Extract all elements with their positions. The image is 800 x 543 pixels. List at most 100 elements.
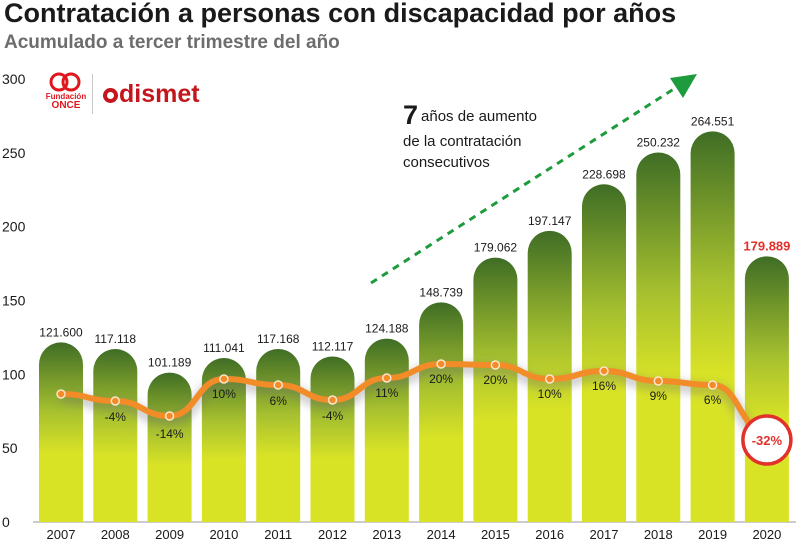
y-tick-label: 200 <box>2 219 26 235</box>
bar <box>256 348 301 522</box>
y-tick-label: 300 <box>2 71 26 87</box>
growth-label: 10% <box>538 387 562 401</box>
x-axis: 2007 2008 2009 2010 2011 2012 2013 2014 2015 2016… <box>47 527 782 542</box>
x-tick-label: 2010 <box>209 527 238 542</box>
annotation-line1-text: años de aumento <box>421 108 537 125</box>
bar-value-label: 197.147 <box>528 214 572 228</box>
growth-point <box>436 359 446 369</box>
x-tick-label: 2008 <box>101 527 130 542</box>
growth-point <box>273 380 283 390</box>
bar-value-label: 101.189 <box>148 356 192 370</box>
highlight-circle <box>741 414 793 466</box>
growth-point <box>382 373 392 383</box>
x-tick-label: 2015 <box>481 527 510 542</box>
growth-label: -4% <box>322 409 344 423</box>
chart-title: Contratación a personas con discapacidad… <box>4 0 677 28</box>
annotation-line1: 7 años de aumento <box>403 100 537 131</box>
once-ring-left-icon <box>49 72 69 92</box>
growth-point <box>544 374 555 384</box>
bar-value-label: 250.232 <box>637 135 681 149</box>
y-axis: 0 50 100 150 200 250 300 <box>2 71 796 530</box>
bars <box>39 131 789 523</box>
growth-point <box>56 389 66 399</box>
bar <box>39 342 83 522</box>
annotation-line3: consecutivos <box>403 154 490 171</box>
once-line2: ONCE <box>51 100 81 111</box>
x-tick-label: 2009 <box>155 527 184 542</box>
growth-point <box>599 366 609 376</box>
logo-divider <box>92 74 93 114</box>
growth-label: 9% <box>650 389 668 403</box>
growth-label: 20% <box>429 372 453 386</box>
x-tick-label: 2012 <box>318 527 347 542</box>
x-tick-label: 2019 <box>698 527 727 542</box>
annotation-number: 7 <box>403 100 419 130</box>
annotation-line2: de la contratación <box>403 133 522 150</box>
arrow-head-icon <box>670 74 697 98</box>
growth-label: 20% <box>483 373 507 387</box>
growth-point <box>490 360 501 370</box>
growth-label: 6% <box>270 394 288 408</box>
growth-point <box>327 395 338 405</box>
x-tick-label: 2020 <box>752 527 781 542</box>
bar-value-label: 179.062 <box>474 241 518 255</box>
bar <box>744 256 789 522</box>
fundacion-once-logo-mark <box>49 72 81 92</box>
y-tick-label: 100 <box>2 366 26 382</box>
bar-value-label: 112.117 <box>312 339 354 353</box>
x-tick-label: 2017 <box>590 527 619 542</box>
bar-value-label: 117.118 <box>94 332 136 346</box>
bar-value-label: 264.551 <box>691 114 735 128</box>
x-tick-label: 2016 <box>535 527 564 542</box>
bar <box>364 338 409 522</box>
bar-value-label: 179.889 <box>743 238 790 253</box>
fundacion-once-logo-text: Fundación ONCE <box>40 92 92 111</box>
bar-value-label: 117.168 <box>257 332 300 346</box>
growth-point <box>164 411 175 421</box>
growth-point <box>707 380 718 390</box>
arrow-line <box>370 83 681 285</box>
chart-subtitle: Acumulado a tercer trimestre del año <box>4 32 340 53</box>
growth-arrow <box>370 74 697 285</box>
growth-point <box>219 374 229 384</box>
bar <box>419 302 464 522</box>
bar <box>473 257 518 522</box>
growth-line: -4% -14% 10% 6% -4% 11% 20% 20% 10% 16% 9% 6% -32% <box>56 359 793 466</box>
growth-point <box>110 396 121 406</box>
once-ring-right-icon <box>61 72 81 92</box>
x-tick-label: 2014 <box>427 527 456 542</box>
dismet-logo-text: dismet <box>119 80 200 108</box>
value-labels: 121.600 117.118 101.189 111.041 117.168 112.1… <box>39 114 790 369</box>
x-tick-label: 2013 <box>372 527 401 542</box>
growth-label: -14% <box>156 427 184 441</box>
y-tick-label: 150 <box>2 293 26 309</box>
growth-label-highlight: -32% <box>752 433 783 448</box>
y-tick-label: 0 <box>2 514 10 530</box>
growth-label: 6% <box>704 393 722 407</box>
bar-value-label: 148.739 <box>419 285 463 299</box>
bar <box>201 358 246 522</box>
bar-value-label: 111.041 <box>203 341 245 355</box>
once-line1: Fundación <box>45 92 87 101</box>
growth-point <box>653 376 664 386</box>
dismet-logo: dismet <box>103 80 200 109</box>
growth-label: 10% <box>212 387 236 401</box>
bar <box>582 184 626 522</box>
x-tick-label: 2011 <box>264 527 292 542</box>
growth-label: -4% <box>105 410 127 424</box>
growth-label: 11% <box>375 386 398 400</box>
dismet-ring-icon <box>103 88 118 103</box>
bar-value-label: 228.698 <box>582 167 626 181</box>
bar <box>690 131 735 522</box>
growth-label: 16% <box>592 379 616 393</box>
x-tick-label: 2018 <box>644 527 673 542</box>
y-tick-label: 50 <box>2 440 18 456</box>
x-tick-label: 2007 <box>47 527 76 542</box>
bar <box>636 152 681 522</box>
y-tick-label: 250 <box>2 145 26 161</box>
bar-value-label: 124.188 <box>365 322 409 336</box>
bar <box>147 372 192 522</box>
bar-value-label: 121.600 <box>39 325 83 339</box>
bar <box>93 349 138 522</box>
